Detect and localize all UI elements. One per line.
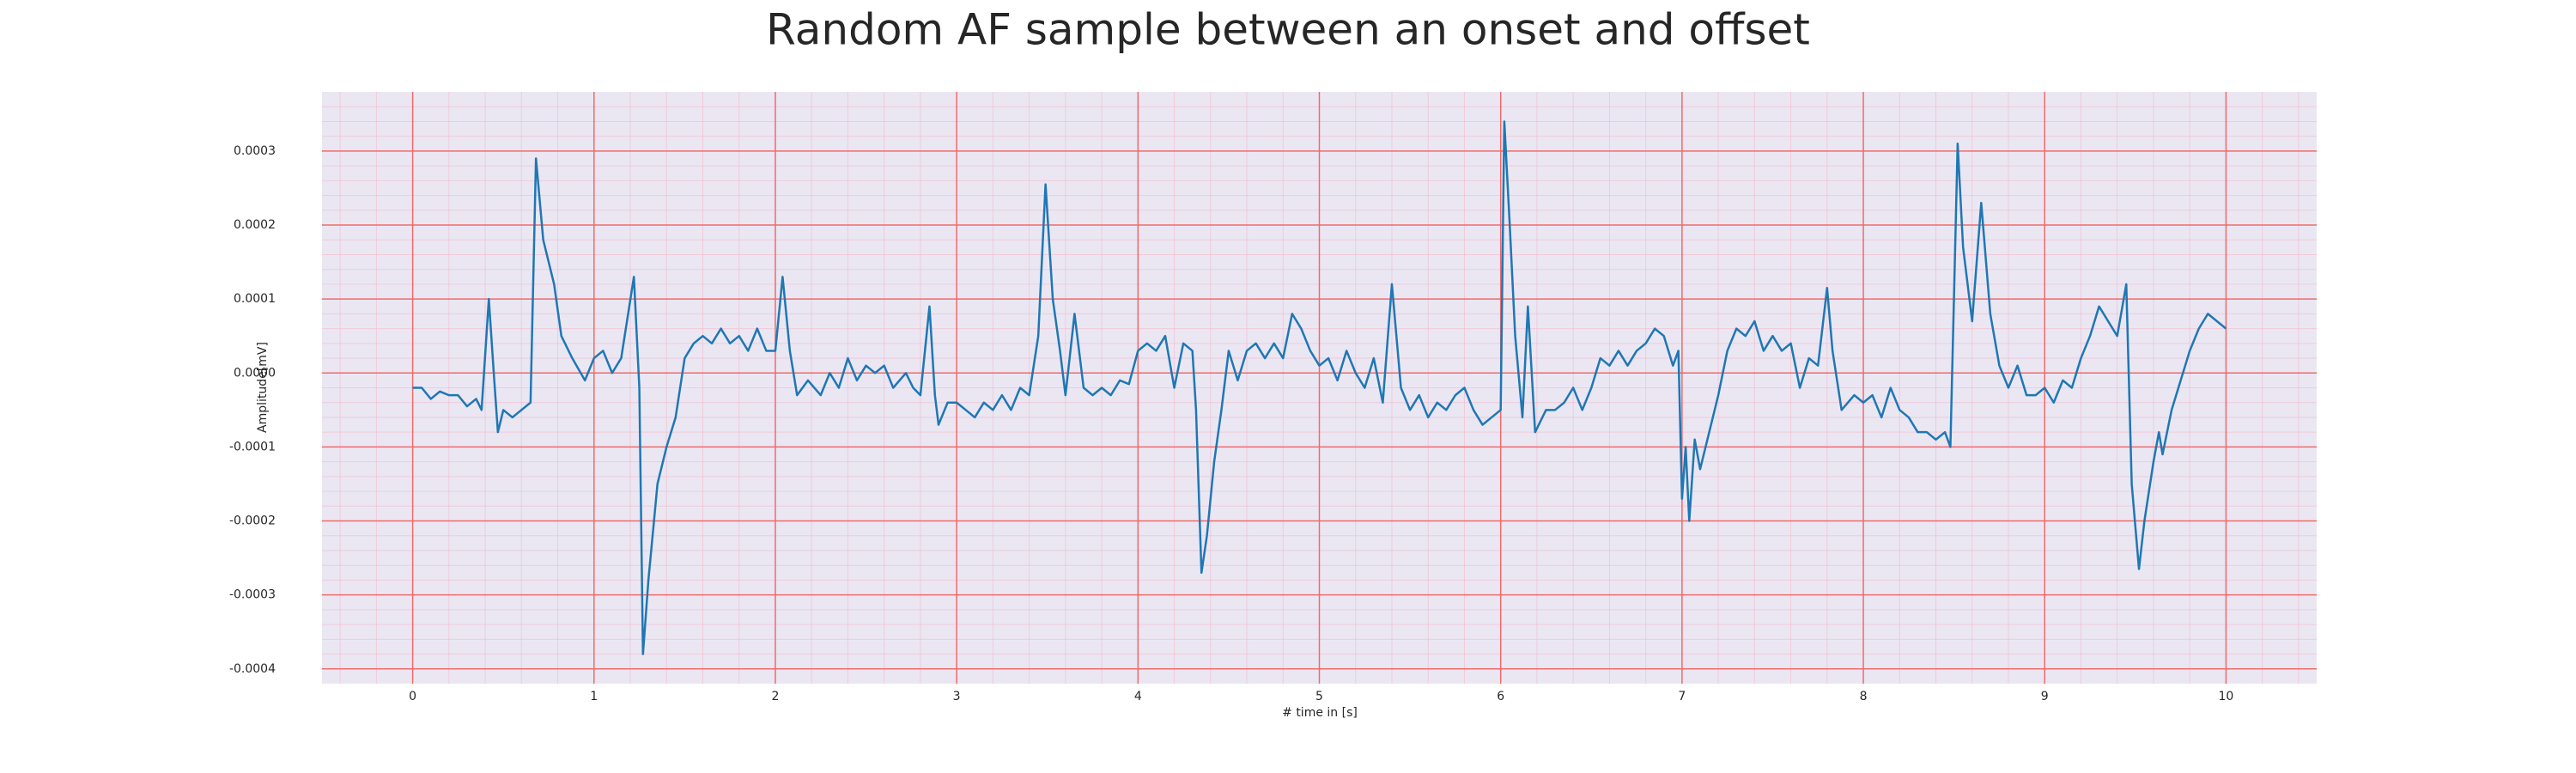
x-tick-label: 10 <box>2218 690 2233 703</box>
x-tick-label: 4 <box>1134 690 1142 703</box>
x-tick-label: 8 <box>1860 690 1868 703</box>
x-tick-label: 5 <box>1315 690 1323 703</box>
y-tick-label: -0.0001 <box>229 440 276 453</box>
y-tick-label: 0.0002 <box>234 218 276 232</box>
y-tick-label: -0.0003 <box>229 588 276 602</box>
y-tick-label: 0.0003 <box>234 144 276 158</box>
x-tick-label: 7 <box>1678 690 1686 703</box>
x-tick-label: 2 <box>771 690 779 703</box>
x-axis-label: # time in [s] <box>1282 706 1358 720</box>
x-tick-label: 6 <box>1497 690 1504 703</box>
chart-title: Random AF sample between an onset and of… <box>766 5 1810 55</box>
x-tick-label: 3 <box>953 690 961 703</box>
y-tick-label: 0.0000 <box>234 366 276 380</box>
x-tick-label: 1 <box>590 690 598 703</box>
line <box>412 120 2227 655</box>
x-tick-label: 0 <box>409 690 416 703</box>
y-tick-label: 0.0001 <box>234 292 276 306</box>
y-axis-label: Amplitude[mV] <box>256 342 270 433</box>
y-tick-label: -0.0004 <box>229 662 276 676</box>
y-tick-label: -0.0002 <box>229 514 276 528</box>
x-tick-label: 9 <box>2041 690 2049 703</box>
